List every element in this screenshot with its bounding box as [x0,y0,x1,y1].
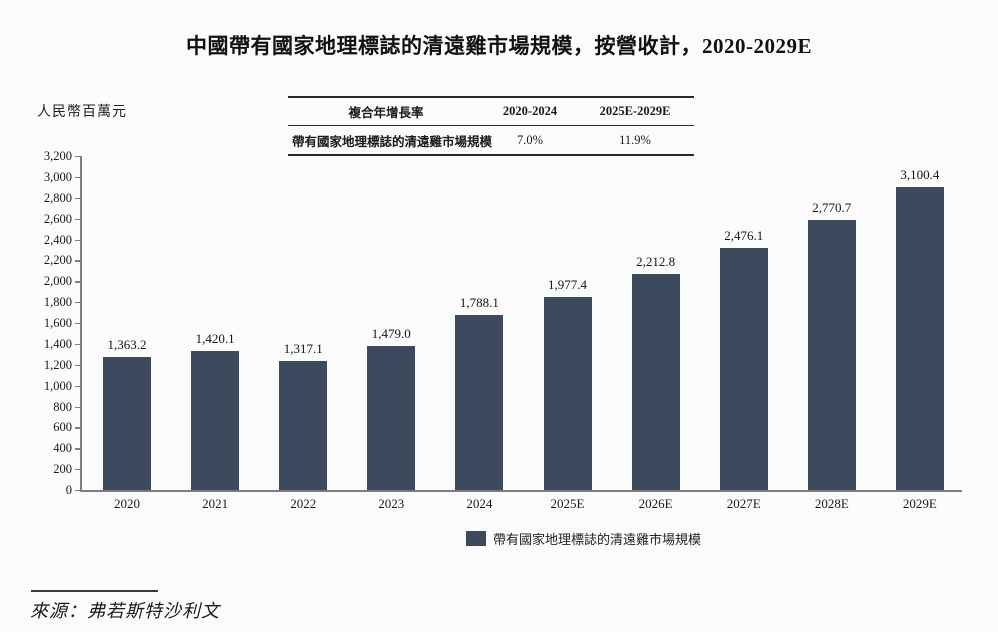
cagr-header-metric: 複合年增長率 [348,106,424,120]
x-tick-label-2028E: 2028E [814,496,849,511]
y-tick-mark [75,385,80,387]
cagr-header-2020-2024: 2020-2024 [502,104,558,118]
y-tick-label: 400 [53,441,72,456]
cagr-header-2025e-2029e: 2025E-2029E [599,104,671,118]
y-tick-label: 1,800 [43,295,72,310]
y-tick-mark [75,427,80,429]
bar-value-label-2024: 1,788.1 [459,295,499,311]
cagr-value-2025e-2029e: 11.9% [619,132,651,147]
cagr-table: 複合年增長率 2020-2024 2025E-2029E 帶有國家地理標誌的清遠… [288,96,694,156]
x-tick-label-2027E: 2027E [726,496,761,511]
y-tick-label: 3,000 [43,169,72,184]
y-tick-mark [75,323,80,325]
cagr-row-label: 帶有國家地理標誌的清遠雞市場規模 [292,134,493,149]
y-tick-mark [75,448,80,450]
y-tick-mark [75,156,80,158]
y-tick-mark [75,490,80,492]
y-tick-label: 2,400 [43,232,72,247]
x-tick-label-2022: 2022 [290,496,317,511]
y-tick-label: 2,000 [43,274,72,289]
y-tick-label: 1,000 [43,378,72,393]
cagr-table-data-row: 帶有國家地理標誌的清遠雞市場規模 7.0% 11.9% [288,126,694,154]
x-axis-line [80,490,962,492]
bar-2028E [807,219,856,490]
bar-2027E [719,248,768,490]
y-tick-label: 0 [65,483,72,497]
x-tick-label-2021: 2021 [202,496,229,511]
bar-2020 [103,356,151,490]
chart-legend: 帶有國家地理標誌的清遠雞市場規模 [466,529,701,548]
y-tick-mark [75,343,80,346]
bar-2021 [191,351,240,490]
legend-swatch [466,531,486,546]
y-axis-line [80,156,82,490]
x-tick-label-2029E: 2029E [902,496,937,511]
y-tick-mark [75,239,80,241]
bar-value-label-2020: 1,363.2 [107,336,147,352]
bar-value-label-2027E: 2,476.1 [724,228,764,244]
y-axis-unit-label: 人民幣百萬元 [37,105,127,120]
x-tick-label-2020: 2020 [114,496,140,511]
bar-value-label-2026E: 2,212.8 [636,254,676,270]
y-tick-label: 800 [53,399,72,414]
cagr-table-header-row: 複合年增長率 2020-2024 2025E-2029E [288,98,694,126]
bar-2029E [895,187,944,490]
bar-value-label-2022: 1,317.1 [283,341,323,357]
bar-value-label-2028E: 2,770.7 [812,199,852,215]
y-tick-label: 2,200 [43,253,72,268]
bar-2024 [455,315,504,490]
bar-2022 [279,361,328,490]
x-tick-label-2024: 2024 [466,496,493,511]
y-tick-mark [75,197,80,200]
y-tick-mark [75,469,80,471]
y-tick-label: 2,800 [43,190,72,205]
y-tick-label: 2,600 [43,211,72,226]
bar-2025E [543,297,592,490]
bar-value-label-2029E: 3,100.4 [900,167,940,183]
x-tick-label-2026E: 2026E [638,496,673,511]
y-tick-mark [75,281,80,283]
y-tick-mark [75,260,80,262]
source-text: 來源：弗若斯特沙利文 [30,601,220,621]
y-tick-mark [75,176,80,179]
x-tick-label-2025E: 2025E [550,496,585,511]
y-tick-label: 1,200 [43,357,72,372]
y-tick-mark [75,406,80,408]
bar-value-label-2023: 1,479.0 [371,325,411,341]
source-divider-line [31,590,158,592]
y-tick-label: 3,200 [43,149,72,163]
y-tick-label: 200 [53,462,72,477]
chart-title: 中國帶有國家地理標誌的清遠雞市場規模，按營收計，2020-2029E [186,34,812,58]
legend-label: 帶有國家地理標誌的清遠雞市場規模 [493,532,702,547]
bar-value-label-2021: 1,420.1 [195,331,235,347]
y-tick-mark [75,218,80,220]
bar-2026E [631,274,680,490]
bar-value-label-2025E: 1,977.4 [548,277,587,293]
cagr-value-2020-2024: 7.0% [516,132,544,147]
y-tick-label: 1,600 [43,316,72,330]
y-tick-mark [75,364,80,367]
y-tick-label: 1,400 [43,336,72,351]
x-tick-label-2023: 2023 [378,496,405,511]
y-tick-mark [75,302,80,304]
y-tick-label: 600 [53,420,72,435]
bar-2023 [367,345,416,490]
